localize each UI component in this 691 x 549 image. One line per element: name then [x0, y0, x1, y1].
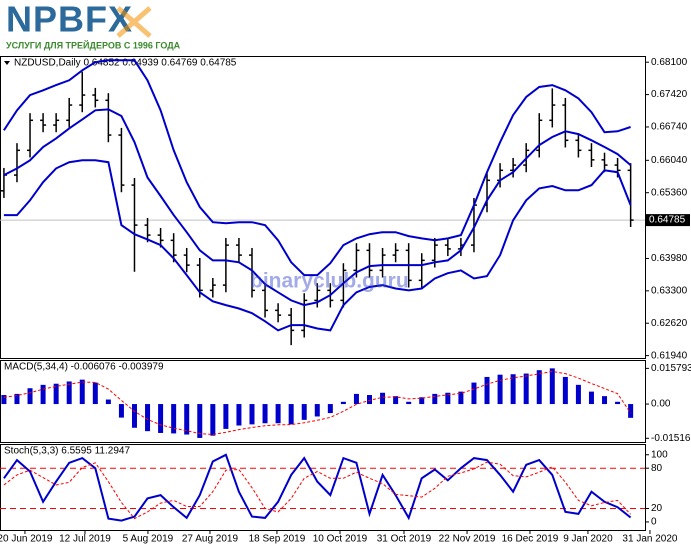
- macd-bar: [197, 404, 203, 438]
- macd-bar: [340, 401, 346, 405]
- macd-bar: [497, 374, 503, 405]
- x-tick-label: 31 Oct 2019: [377, 534, 432, 545]
- macd-bar: [406, 401, 412, 405]
- macd-bar: [562, 376, 568, 405]
- y-tick-label: 0.00: [651, 399, 671, 410]
- y-tick-label: 0: [651, 517, 657, 528]
- macd-bar: [367, 395, 373, 405]
- logo-text: NPBFX: [6, 0, 133, 40]
- macd-bar: [471, 382, 477, 405]
- macd-bar: [145, 404, 151, 432]
- bollinger-upper: [3, 59, 631, 277]
- macd-bar: [118, 404, 124, 418]
- macd-bar: [27, 388, 33, 405]
- y-tick-label: 0.62620: [651, 318, 688, 329]
- stoch-d: [3, 461, 631, 520]
- macd-bar: [484, 376, 490, 405]
- macd-bar: [628, 404, 634, 418]
- macd-bar: [575, 384, 581, 405]
- macd-bar: [184, 404, 190, 435]
- logo-accent: [116, 6, 152, 38]
- macd-bar: [223, 404, 229, 429]
- stoch-k: [3, 453, 632, 522]
- x-tick-label: 20 Jun 2019: [0, 534, 53, 545]
- y-tick-label: 0.61940: [651, 350, 688, 361]
- macd-bar: [262, 404, 268, 424]
- macd-bar: [393, 396, 399, 405]
- y-tick-label: 0.63300: [651, 285, 688, 296]
- macd-bar: [210, 404, 216, 436]
- macd-bar: [615, 401, 621, 405]
- macd-bar: [158, 404, 164, 433]
- macd-bar: [523, 373, 529, 405]
- macd-signal: [3, 370, 632, 436]
- macd-bar: [419, 397, 425, 405]
- macd-bar: [105, 399, 111, 405]
- macd-bar: [588, 391, 594, 405]
- y-tick-label: -0.01516: [651, 433, 691, 444]
- x-tick-label: 12 Jul 2019: [59, 534, 111, 545]
- macd-bar: [353, 393, 359, 405]
- x-tick-label: 16 Dec 2019: [502, 534, 559, 545]
- macd-bar: [92, 382, 98, 405]
- title-marker: [4, 61, 10, 65]
- y-tick-label: 0.67420: [651, 89, 688, 100]
- macd-bar: [79, 379, 85, 405]
- x-tick-label: 10 Oct 2019: [313, 534, 368, 545]
- macd-bar: [432, 393, 438, 405]
- y-tick-label: 0.68100: [651, 57, 688, 68]
- macd-bar: [549, 368, 555, 405]
- y-tick-label: 80: [651, 463, 663, 474]
- macd-bar: [510, 374, 516, 405]
- macd-bar: [66, 381, 72, 405]
- current-price-box: [646, 214, 690, 227]
- macd-bar: [53, 383, 59, 405]
- watermark: binaryclub.guru: [250, 270, 409, 293]
- y-tick-label: 0.015793: [651, 363, 691, 374]
- x-tick-label: 9 Jan 2020: [563, 534, 613, 545]
- panel-title: Stoch(5,3,3) 6.5595 11.2947: [4, 446, 130, 457]
- macd-bar: [327, 404, 333, 414]
- panel-frame: [0, 56, 646, 359]
- macd-bar: [288, 404, 294, 425]
- macd-bar: [171, 404, 177, 434]
- bollinger-lower: [3, 159, 632, 332]
- macd-bar: [314, 404, 320, 417]
- panel-title: NZDUSD,Daily 0.64852 0.64939 0.64769 0.6…: [14, 58, 237, 69]
- current-price-label: 0.64785: [649, 215, 686, 226]
- panel-frame: [0, 444, 646, 531]
- y-tick-label: 100: [651, 449, 668, 460]
- logo-tagline: УСЛУГИ ДЛЯ ТРЕЙДЕРОВ С 1996 ГОДА: [6, 39, 181, 50]
- y-tick-label: 0.63980: [651, 253, 688, 264]
- x-tick-label: 22 Nov 2019: [439, 534, 496, 545]
- macd-bar: [236, 404, 242, 426]
- panel-frame: [0, 360, 646, 443]
- y-tick-label: 0.66740: [651, 122, 688, 133]
- macd-bar: [301, 404, 307, 420]
- x-tick-label: 27 Aug 2019: [182, 534, 239, 545]
- panel-title: MACD(5,34,4) -0.006076 -0.003979: [4, 362, 164, 373]
- macd-bar: [536, 370, 542, 405]
- macd-bar: [380, 392, 386, 405]
- x-tick-label: 5 Aug 2019: [123, 534, 174, 545]
- macd-bar: [249, 404, 255, 425]
- bollinger-middle: [3, 108, 632, 307]
- macd-bar: [131, 404, 137, 428]
- x-tick-label: 31 Jan 2020: [622, 534, 677, 545]
- macd-bar: [14, 393, 20, 405]
- macd-bar: [40, 384, 46, 405]
- macd-bar: [458, 391, 464, 405]
- y-tick-label: 0.65360: [651, 187, 688, 198]
- macd-bar: [445, 392, 451, 405]
- y-tick-label: 20: [651, 503, 663, 514]
- macd-bar: [602, 396, 608, 405]
- macd-bar: [1, 395, 7, 405]
- x-tick-label: 18 Sep 2019: [249, 534, 306, 545]
- macd-bar: [275, 404, 281, 424]
- y-tick-label: 0.66040: [651, 155, 688, 166]
